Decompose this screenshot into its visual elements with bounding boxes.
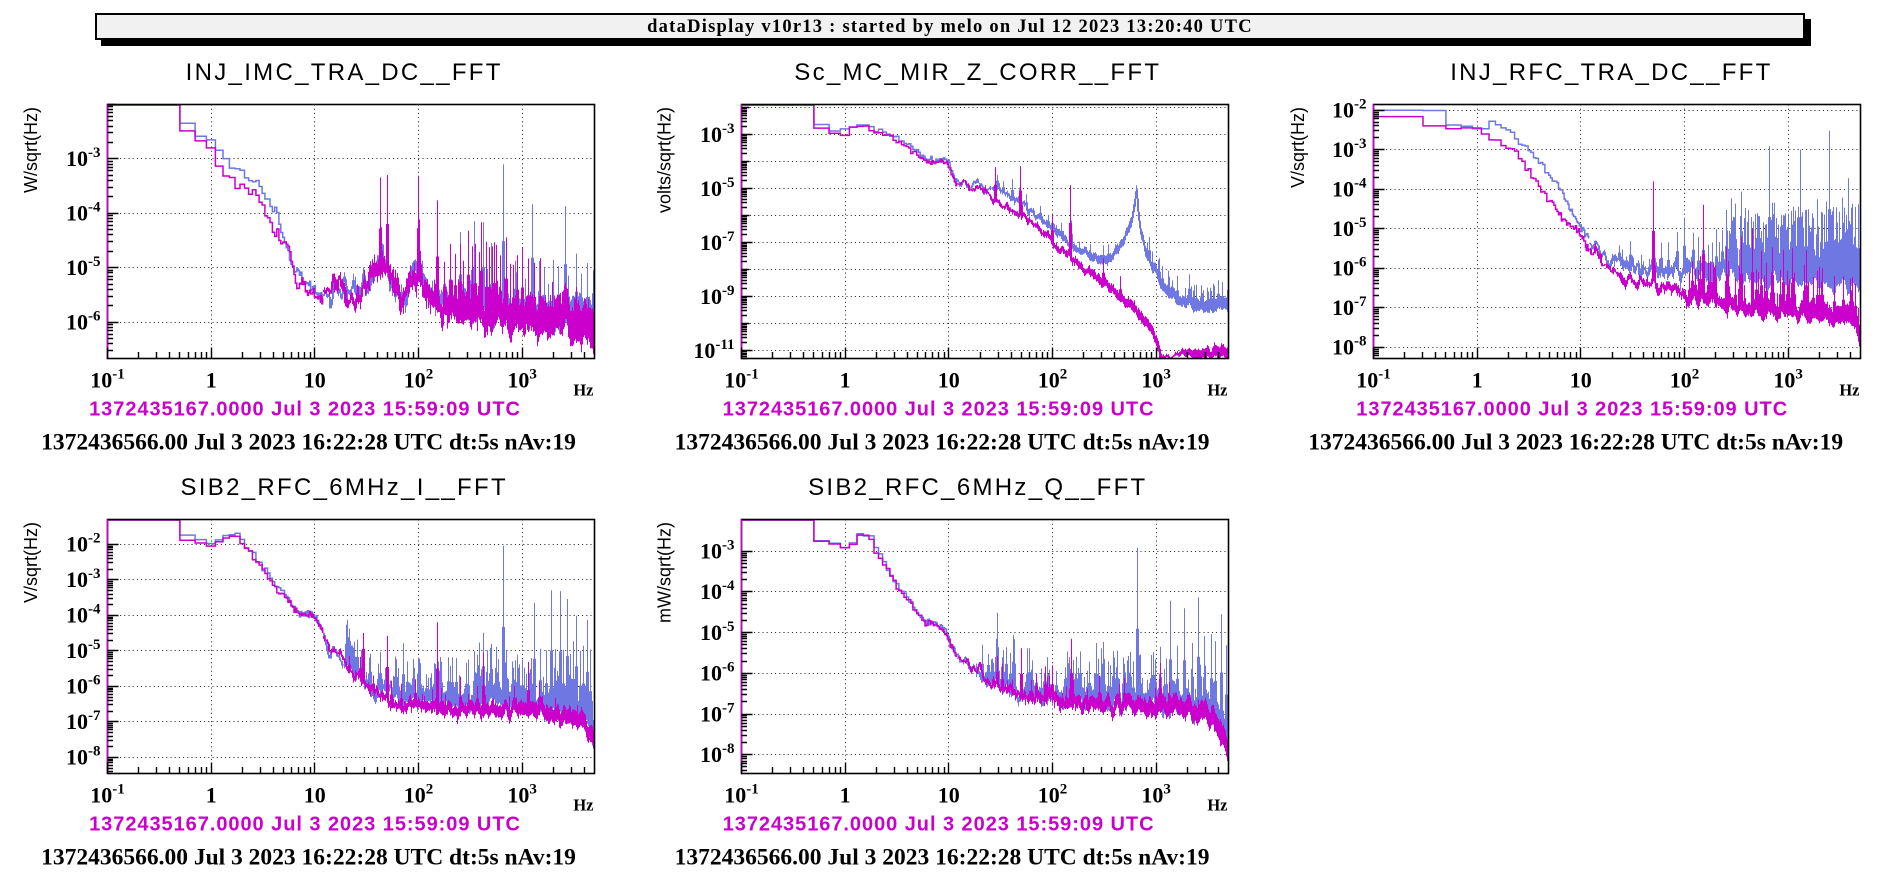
svg-text:10-6: 10-6: [66, 673, 101, 699]
svg-text:10-6: 10-6: [700, 660, 735, 686]
svg-text:103: 103: [1141, 367, 1171, 393]
svg-text:1: 1: [1472, 368, 1483, 393]
svg-text:volts/sqrt(Hz): volts/sqrt(Hz): [655, 107, 675, 213]
svg-text:102: 102: [404, 782, 434, 808]
svg-text:SIB2_RFC_6MHz_Q__FFT: SIB2_RFC_6MHz_Q__FFT: [808, 474, 1147, 501]
svg-text:10-6: 10-6: [1332, 255, 1367, 281]
svg-text:1: 1: [840, 368, 851, 393]
svg-text:102: 102: [1670, 367, 1700, 393]
svg-text:102: 102: [1038, 367, 1068, 393]
svg-text:1372435167.0000 Jul 3 2023 15:: 1372435167.0000 Jul 3 2023 15:59:09 UTC: [89, 814, 521, 836]
svg-text:10: 10: [304, 783, 326, 808]
svg-text:INJ_IMC_TRA_DC__FFT: INJ_IMC_TRA_DC__FFT: [186, 59, 503, 86]
svg-text:10-5: 10-5: [66, 254, 101, 280]
svg-text:10-5: 10-5: [66, 637, 101, 663]
svg-text:1: 1: [840, 783, 851, 808]
svg-text:Hz: Hz: [573, 795, 593, 814]
svg-text:10-7: 10-7: [700, 229, 735, 255]
svg-text:1372436566.00 Jul 3 2023 16:22: 1372436566.00 Jul 3 2023 16:22:28 UTC dt…: [41, 844, 576, 870]
svg-text:103: 103: [507, 782, 537, 808]
svg-text:1372436566.00 Jul 3 2023 16:22: 1372436566.00 Jul 3 2023 16:22:28 UTC dt…: [41, 429, 576, 455]
svg-text:10-2: 10-2: [66, 531, 101, 557]
svg-text:1372435167.0000 Jul 3 2023 15:: 1372435167.0000 Jul 3 2023 15:59:09 UTC: [723, 399, 1155, 421]
svg-text:103: 103: [507, 367, 537, 393]
svg-text:Sc_MC_MIR_Z_CORR__FFT: Sc_MC_MIR_Z_CORR__FFT: [794, 59, 1161, 86]
svg-text:102: 102: [1038, 782, 1068, 808]
svg-text:10-3: 10-3: [700, 538, 735, 564]
svg-text:10-4: 10-4: [66, 200, 101, 226]
svg-text:10-2: 10-2: [1332, 97, 1367, 123]
svg-text:10-11: 10-11: [693, 337, 734, 363]
svg-text:1372436566.00 Jul 3 2023 16:22: 1372436566.00 Jul 3 2023 16:22:28 UTC dt…: [675, 429, 1210, 455]
svg-text:10-5: 10-5: [700, 619, 735, 645]
svg-text:1: 1: [206, 368, 217, 393]
svg-text:W/sqrt(Hz): W/sqrt(Hz): [21, 107, 41, 193]
svg-text:Hz: Hz: [1207, 795, 1227, 814]
svg-text:1372435167.0000 Jul 3 2023 15:: 1372435167.0000 Jul 3 2023 15:59:09 UTC: [1356, 399, 1788, 421]
svg-text:10-8: 10-8: [66, 744, 101, 770]
svg-text:Hz: Hz: [573, 380, 593, 399]
svg-text:10-9: 10-9: [700, 283, 735, 309]
svg-text:10-1: 10-1: [90, 782, 125, 808]
svg-text:10-1: 10-1: [1356, 367, 1391, 393]
svg-text:10-5: 10-5: [1332, 215, 1367, 241]
svg-text:10-3: 10-3: [66, 566, 101, 592]
svg-text:102: 102: [404, 367, 434, 393]
svg-text:mW/sqrt(Hz): mW/sqrt(Hz): [655, 522, 675, 623]
svg-text:10-7: 10-7: [1332, 294, 1367, 320]
svg-text:10: 10: [938, 783, 960, 808]
svg-text:10-7: 10-7: [66, 708, 101, 734]
svg-text:INJ_RFC_TRA_DC__FFT: INJ_RFC_TRA_DC__FFT: [1450, 59, 1772, 86]
svg-text:10-7: 10-7: [700, 700, 735, 726]
svg-text:10-1: 10-1: [724, 367, 759, 393]
svg-text:10-4: 10-4: [1332, 176, 1367, 202]
svg-text:10: 10: [304, 368, 326, 393]
svg-text:10-6: 10-6: [66, 308, 101, 334]
svg-text:10-3: 10-3: [66, 145, 101, 171]
svg-text:10-8: 10-8: [700, 741, 735, 767]
svg-text:1372435167.0000 Jul 3 2023 15:: 1372435167.0000 Jul 3 2023 15:59:09 UTC: [89, 399, 521, 421]
svg-text:10: 10: [1570, 368, 1592, 393]
svg-text:10-1: 10-1: [90, 367, 125, 393]
svg-text:V/sqrt(Hz): V/sqrt(Hz): [21, 522, 41, 603]
svg-text:10-3: 10-3: [1332, 136, 1367, 162]
svg-text:103: 103: [1773, 367, 1803, 393]
svg-text:V/sqrt(Hz): V/sqrt(Hz): [1288, 107, 1308, 188]
svg-text:10: 10: [938, 368, 960, 393]
svg-text:1372436566.00 Jul 3 2023 16:22: 1372436566.00 Jul 3 2023 16:22:28 UTC dt…: [675, 844, 1210, 870]
svg-text:10-3: 10-3: [700, 121, 735, 147]
svg-text:Hz: Hz: [1839, 380, 1859, 399]
svg-text:10-5: 10-5: [700, 175, 735, 201]
svg-text:10-8: 10-8: [1332, 334, 1367, 360]
svg-text:1372436566.00 Jul 3 2023 16:22: 1372436566.00 Jul 3 2023 16:22:28 UTC dt…: [1308, 429, 1843, 455]
svg-text:Hz: Hz: [1207, 380, 1227, 399]
svg-text:10-4: 10-4: [66, 602, 101, 628]
svg-text:10-4: 10-4: [700, 578, 735, 604]
svg-text:1: 1: [206, 783, 217, 808]
svg-text:103: 103: [1141, 782, 1171, 808]
svg-text:SIB2_RFC_6MHz_I__FFT: SIB2_RFC_6MHz_I__FFT: [180, 474, 507, 501]
svg-text:1372435167.0000 Jul 3 2023 15:: 1372435167.0000 Jul 3 2023 15:59:09 UTC: [723, 814, 1155, 836]
svg-text:10-1: 10-1: [724, 782, 759, 808]
